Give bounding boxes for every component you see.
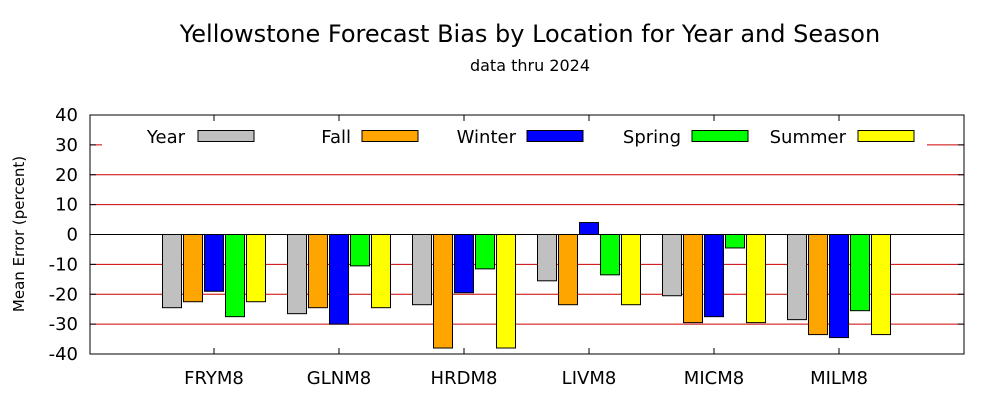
legend-label-spring: Spring — [623, 127, 681, 148]
legend-swatch-winter — [526, 130, 584, 142]
legend-label-winter: Winter — [457, 127, 517, 148]
bar-milm8-summer — [871, 234, 891, 336]
bar-micm8-winter — [704, 234, 724, 318]
bar-hrdm8-summer — [496, 234, 516, 349]
y-tick-label: 10 — [55, 195, 78, 216]
bar-micm8-year — [662, 234, 682, 297]
legend-label-fall: Fall — [321, 127, 351, 148]
legend-label-summer: Summer — [770, 127, 847, 148]
y-axis: 40 30 20 10 0 -10 -20 -30 -40 — [49, 105, 964, 365]
bar-hrdm8-fall — [433, 234, 453, 349]
bar-hrdm8-spring — [475, 234, 495, 270]
bar-livm8-summer — [621, 234, 641, 306]
y-tick-label: 0 — [67, 225, 78, 246]
y-tick-label: -30 — [49, 314, 78, 335]
bar-milm8-spring — [850, 234, 870, 312]
bar-glnm8-fall — [308, 234, 328, 309]
bar-micm8-fall — [683, 234, 703, 324]
bar-hrdm8-year — [412, 234, 432, 306]
legend: Year Fall Winter Spring Summer — [102, 125, 927, 150]
x-axis: FRYM8 GLNM8 HRDM8 LIVM8 MICM8 MILM8 — [184, 115, 868, 389]
chart-title: Yellowstone Forecast Bias by Location fo… — [179, 20, 881, 48]
x-tick-label: MICM8 — [684, 368, 744, 389]
bar-milm8-year — [787, 234, 807, 321]
bar-frym8-summer — [246, 234, 266, 303]
x-tick-label: LIVM8 — [562, 368, 617, 389]
bar-frym8-year — [162, 234, 182, 309]
y-tick-label: 40 — [55, 105, 78, 126]
bar-hrdm8-winter — [454, 234, 474, 294]
bar-frym8-winter — [204, 234, 224, 292]
y-tick-label: -20 — [49, 284, 78, 305]
x-tick-label: FRYM8 — [184, 368, 244, 389]
bar-livm8-winter — [579, 222, 599, 236]
bar-micm8-spring — [725, 234, 745, 249]
y-tick-label: 20 — [55, 165, 78, 186]
bar-milm8-winter — [829, 234, 849, 339]
bar-glnm8-year — [287, 234, 307, 315]
legend-swatch-summer — [857, 130, 915, 142]
legend-swatch-spring — [691, 130, 749, 142]
bar-frym8-fall — [183, 234, 203, 303]
legend-swatch-fall — [361, 130, 419, 142]
bar-glnm8-summer — [371, 234, 391, 309]
y-tick-label: 30 — [55, 135, 78, 156]
y-tick-label: -10 — [49, 254, 78, 275]
bar-livm8-year — [537, 234, 557, 282]
chart-subtitle: data thru 2024 — [469, 56, 591, 75]
bar-glnm8-winter — [329, 234, 349, 325]
legend-swatch-year — [197, 130, 255, 142]
legend-label-year: Year — [146, 127, 186, 148]
bar-glnm8-spring — [350, 234, 370, 267]
bar-micm8-summer — [746, 234, 766, 324]
bar-livm8-fall — [558, 234, 578, 306]
bar-milm8-fall — [808, 234, 828, 336]
x-tick-label: GLNM8 — [307, 368, 371, 389]
y-axis-label: Mean Error (percent) — [10, 156, 28, 312]
bar-frym8-spring — [225, 234, 245, 318]
x-tick-label: MILM8 — [810, 368, 868, 389]
x-tick-label: HRDM8 — [431, 368, 498, 389]
y-tick-label: -40 — [49, 344, 78, 365]
bars — [162, 222, 891, 349]
bar-livm8-spring — [600, 234, 620, 276]
